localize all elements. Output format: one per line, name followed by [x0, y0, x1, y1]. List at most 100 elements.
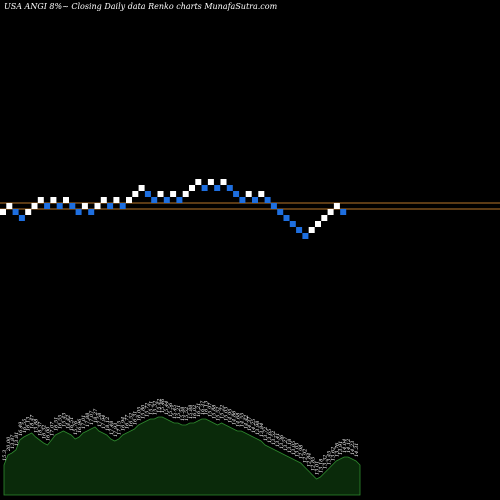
renko-brick-up	[327, 209, 334, 215]
volume-value-label: 14.23	[350, 441, 356, 455]
volume-value-label: 17.01	[81, 415, 87, 429]
volume-value-label: 16.55	[57, 415, 63, 429]
renko-brick-down	[270, 203, 277, 209]
volume-value-label: 16.21	[196, 403, 202, 417]
renko-brick-up	[258, 191, 265, 197]
volume-value-label: 18.12	[105, 417, 111, 431]
renko-brick-up	[31, 203, 38, 209]
renko-brick-up	[189, 185, 195, 191]
renko-brick-up	[308, 227, 315, 233]
volume-value-label: 15.03	[224, 407, 230, 421]
volume-value-label: 17.48	[109, 421, 115, 435]
renko-brick-up	[100, 197, 107, 203]
volume-value-label: 14.68	[235, 413, 241, 427]
renko-brick-up	[126, 197, 132, 203]
renko-brick-down	[18, 215, 25, 221]
renko-brick-up	[81, 203, 88, 209]
volume-value-label: 13.84	[259, 423, 265, 437]
volume-value-label: 15.22	[220, 405, 226, 419]
renko-brick-down	[176, 197, 183, 203]
volume-value-label: 15.97	[208, 402, 214, 417]
renko-brick-down	[233, 191, 240, 197]
volume-value-label: 16.96	[77, 418, 83, 433]
chart-title: USA ANGI 8%~ Closing Daily data Renko ch…	[4, 2, 278, 11]
renko-brick-down	[252, 197, 258, 203]
renko-brick-up	[157, 191, 164, 197]
volume-value-label: 16.49	[18, 421, 24, 436]
renko-brick-up	[94, 203, 101, 209]
renko-brick-up	[6, 203, 13, 209]
volume-value-label: 16.94	[121, 417, 127, 431]
volume-value-label: 13.62	[330, 447, 336, 461]
volume-value-label: 15.88	[188, 405, 194, 419]
volume-value-label: 15.45	[172, 405, 178, 419]
volume-value-label: 13.18	[287, 439, 293, 453]
volume-value-label: 17.07	[50, 421, 56, 436]
volume-value-label: 16.55	[22, 419, 28, 433]
renko-brick-down	[283, 215, 290, 221]
volume-value-label: 13.36	[279, 434, 285, 449]
volume-value-label: 13.76	[334, 442, 340, 457]
renko-brick-up	[182, 191, 189, 197]
volume-value-label: 13.45	[326, 451, 332, 465]
volume-value-label: 16.02	[192, 405, 198, 419]
volume-value-label: 15.21	[176, 405, 182, 419]
renko-brick-down	[302, 233, 309, 239]
volume-value-label: 15.43	[61, 413, 67, 427]
volume-value-label: 15.80	[140, 404, 146, 419]
renko-brick-up	[0, 209, 6, 215]
volume-value-label: 17.15	[117, 421, 123, 435]
renko-brick-down	[239, 197, 246, 203]
volume-value-label: 13.05	[291, 441, 297, 455]
renko-brick-down	[107, 203, 114, 209]
volume-value-label: 13.88	[34, 419, 40, 433]
volume-value-label: 12.85	[311, 457, 317, 471]
renko-brick-down	[264, 197, 271, 203]
renko-brick-down	[56, 203, 63, 209]
renko-brick-down	[12, 209, 19, 215]
volume-value-label: 17.93	[113, 423, 119, 437]
volume-value-label: 15.52	[216, 407, 222, 421]
renko-brick-up	[195, 179, 202, 185]
volume-value-label: 14.42	[65, 415, 71, 429]
volume-value-label: 14.95	[228, 409, 234, 423]
renko-brick-down	[289, 221, 296, 227]
volume-value-label: 15.72	[144, 403, 150, 417]
volume-value-label: 14.86	[231, 410, 237, 425]
volume-value-label: 15.76	[73, 420, 79, 435]
volume-value-label: 15.52	[184, 407, 190, 421]
renko-brick-up	[170, 191, 177, 197]
volume-value-label: 17.58	[97, 413, 103, 427]
renko-brick-up	[50, 197, 57, 203]
renko-brick-up	[113, 197, 120, 203]
volume-value-label: 15.88	[212, 405, 218, 419]
renko-brick-down	[277, 209, 284, 215]
volume-value-label: 13.72	[263, 427, 269, 441]
renko-brick-up	[315, 221, 321, 227]
volume-value-label: 13.81	[14, 432, 20, 446]
volume-value-label: 13.01	[315, 461, 321, 475]
renko-brick-up	[132, 191, 139, 197]
volume-value-label: 18.37	[38, 421, 44, 436]
renko-brick-down	[69, 203, 76, 209]
volume-value-label: 14.37	[247, 416, 253, 431]
volume-value-label: 15.42	[156, 399, 162, 413]
renko-brick-up	[25, 209, 32, 215]
volume-value-label: 18.27	[93, 408, 99, 423]
volume-value-label: 15.32	[152, 401, 158, 415]
renko-brick-down	[75, 209, 82, 215]
volume-value-label: 12.98	[299, 445, 305, 459]
renko-brick-down	[340, 209, 347, 215]
volume-value-label: 13.65	[267, 429, 273, 443]
renko-bricks	[0, 179, 347, 239]
volume-value-label: 12.84	[307, 453, 313, 467]
volume-value-label: 14.42	[243, 415, 249, 429]
volume-value-label: 16.05	[137, 407, 143, 421]
volume-value-label: 13.87	[10, 434, 16, 449]
volume-value-label: 15.46	[160, 398, 166, 413]
renko-brick-up	[37, 197, 44, 203]
volume-value-label: 16.00	[46, 426, 52, 441]
volume-value-label: 13.27	[283, 436, 289, 451]
